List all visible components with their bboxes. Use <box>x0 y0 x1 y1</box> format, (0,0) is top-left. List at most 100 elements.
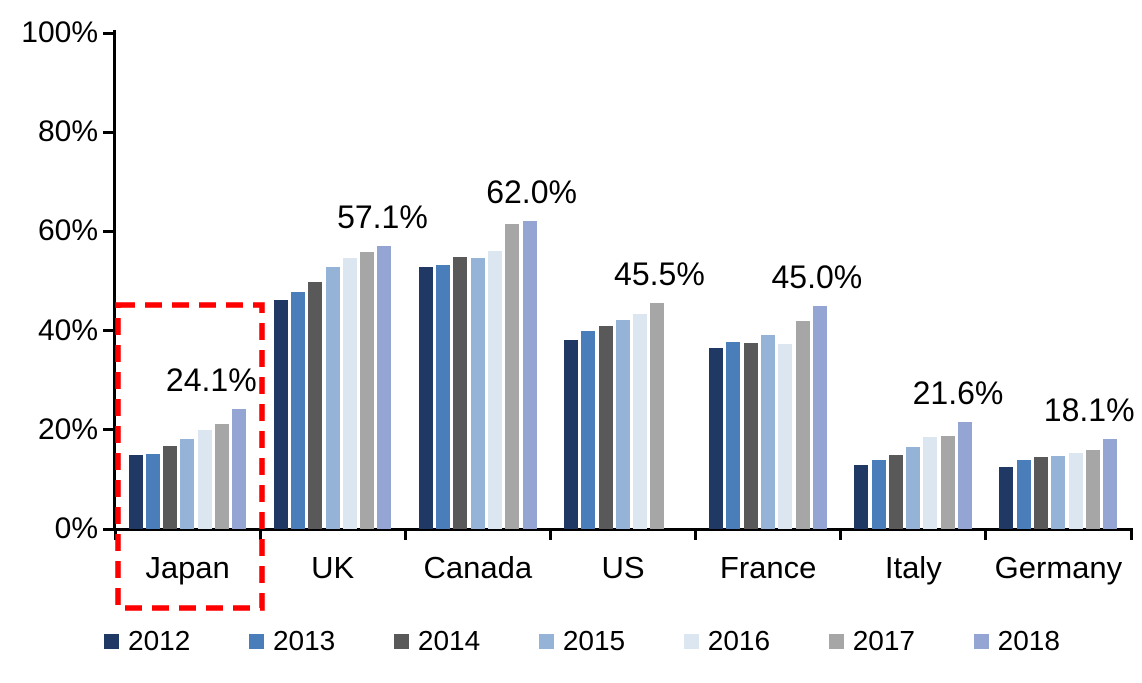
bar-canada-2015 <box>470 258 485 529</box>
bar-france-2017 <box>795 320 810 529</box>
bar-germany-2015 <box>1051 455 1066 529</box>
y-tick-label: 60% <box>37 214 98 248</box>
bar-france-2012 <box>709 347 724 529</box>
bar-uk-2013 <box>290 292 305 529</box>
bar-us-2017 <box>650 303 665 529</box>
bar-canada-2018 <box>522 221 537 529</box>
bar-us-2012 <box>563 339 578 529</box>
x-axis-tick <box>113 531 117 540</box>
legend-swatch-2013 <box>248 633 264 649</box>
value-label-japan: 24.1% <box>165 362 257 399</box>
y-tick-mark <box>103 527 115 531</box>
y-tick-mark <box>103 130 115 134</box>
legend-swatch-2014 <box>393 633 409 649</box>
bar-germany-2018 <box>1103 439 1118 529</box>
bar-france-2013 <box>726 342 741 529</box>
y-tick-mark <box>103 31 115 35</box>
bar-uk-2015 <box>325 266 340 529</box>
legend-swatch-2015 <box>538 633 554 649</box>
country-label-canada: Canada <box>423 550 533 585</box>
x-axis <box>113 528 1133 531</box>
value-label-uk: 57.1% <box>337 198 428 235</box>
bar-italy-2016 <box>923 436 938 529</box>
x-axis-tick <box>258 531 262 540</box>
x-axis-tick <box>984 531 988 540</box>
legend-label-2017: 2017 <box>852 625 915 656</box>
bar-japan-2014 <box>163 446 178 529</box>
bar-italy-2018 <box>958 421 972 529</box>
legend-item-2014: 2014 <box>393 625 481 656</box>
legend-label-2012: 2012 <box>128 625 191 656</box>
bar-germany-2017 <box>1085 449 1100 529</box>
value-label-france: 45.0% <box>771 258 863 295</box>
y-tick-mark <box>103 428 115 432</box>
value-label-germany: 18.1% <box>1043 392 1135 429</box>
bar-us-2016 <box>633 313 648 529</box>
y-tick-mark <box>103 329 115 333</box>
bar-uk-2016 <box>342 257 357 529</box>
country-label-germany: Germany <box>994 550 1123 585</box>
bar-uk-2014 <box>308 281 323 529</box>
legend-item-2015: 2015 <box>538 625 626 656</box>
bar-france-2016 <box>778 343 793 529</box>
bar-germany-2014 <box>1033 457 1048 529</box>
bar-japan-2013 <box>145 454 160 529</box>
legend-label-2018: 2018 <box>997 625 1060 656</box>
bar-france-2014 <box>743 343 758 529</box>
y-tick-mark <box>103 229 115 233</box>
bar-canada-2014 <box>453 256 468 529</box>
legend-item-2016: 2016 <box>683 626 770 656</box>
bar-italy-2014 <box>888 454 903 529</box>
bar-canada-2012 <box>418 267 433 529</box>
x-axis-tick <box>694 531 698 540</box>
value-label-us: 45.5% <box>614 256 705 293</box>
legend-item-2017: 2017 <box>828 625 915 656</box>
bar-france-2015 <box>760 335 775 529</box>
legend-swatch-2018 <box>973 633 989 649</box>
bar-canada-2016 <box>487 250 502 529</box>
bar-uk-2017 <box>360 251 375 529</box>
bar-us-2014 <box>598 325 613 529</box>
bar-us-2015 <box>615 320 630 529</box>
legend: 2012 2013 2014 2015 2016 2017 2018 <box>104 625 1060 657</box>
y-tick-label: 80% <box>37 115 98 149</box>
bar-japan-2017 <box>215 424 229 529</box>
bar-japan-2015 <box>180 438 195 529</box>
legend-item-2013: 2013 <box>248 625 336 656</box>
bar-italy-2013 <box>871 459 886 529</box>
legend-label-2014: 2014 <box>417 625 481 656</box>
legend-swatch-2016 <box>683 633 699 649</box>
country-label-italy: Italy <box>884 550 942 585</box>
country-label-us: US <box>601 550 645 585</box>
bar-italy-2017 <box>940 435 955 529</box>
country-label-france: France <box>719 550 817 585</box>
bar-japan-2012 <box>128 455 143 529</box>
bar-uk-2012 <box>273 299 288 529</box>
legend-item-2012: 2012 <box>104 626 190 656</box>
bar-japan-2016 <box>197 429 212 529</box>
bar-canada-2013 <box>436 264 451 529</box>
bar-germany-2013 <box>1016 460 1031 529</box>
x-axis-tick <box>839 531 843 540</box>
x-axis-tick <box>1129 531 1133 540</box>
legend-label-2013: 2013 <box>272 625 336 656</box>
x-axis-tick <box>548 531 552 540</box>
bar-us-2013 <box>581 330 596 529</box>
bar-france-2018 <box>812 305 827 529</box>
bar-uk-2018 <box>377 245 392 529</box>
y-tick-label: 20% <box>37 412 98 446</box>
bar-italy-2015 <box>906 446 921 529</box>
legend-item-2018: 2018 <box>973 625 1060 656</box>
country-label-japan: Japan <box>145 550 230 585</box>
bar-italy-2012 <box>854 464 869 529</box>
bar-canada-2017 <box>505 223 520 529</box>
legend-swatch-2017 <box>828 633 844 649</box>
y-axis <box>113 30 116 531</box>
bar-japan-2018 <box>232 409 247 529</box>
bar-germany-2016 <box>1068 452 1083 529</box>
legend-swatch-2012 <box>104 633 119 649</box>
legend-label-2015: 2015 <box>562 625 626 656</box>
y-tick-label: 100% <box>21 16 98 49</box>
value-label-canada: 62.0% <box>486 174 577 211</box>
